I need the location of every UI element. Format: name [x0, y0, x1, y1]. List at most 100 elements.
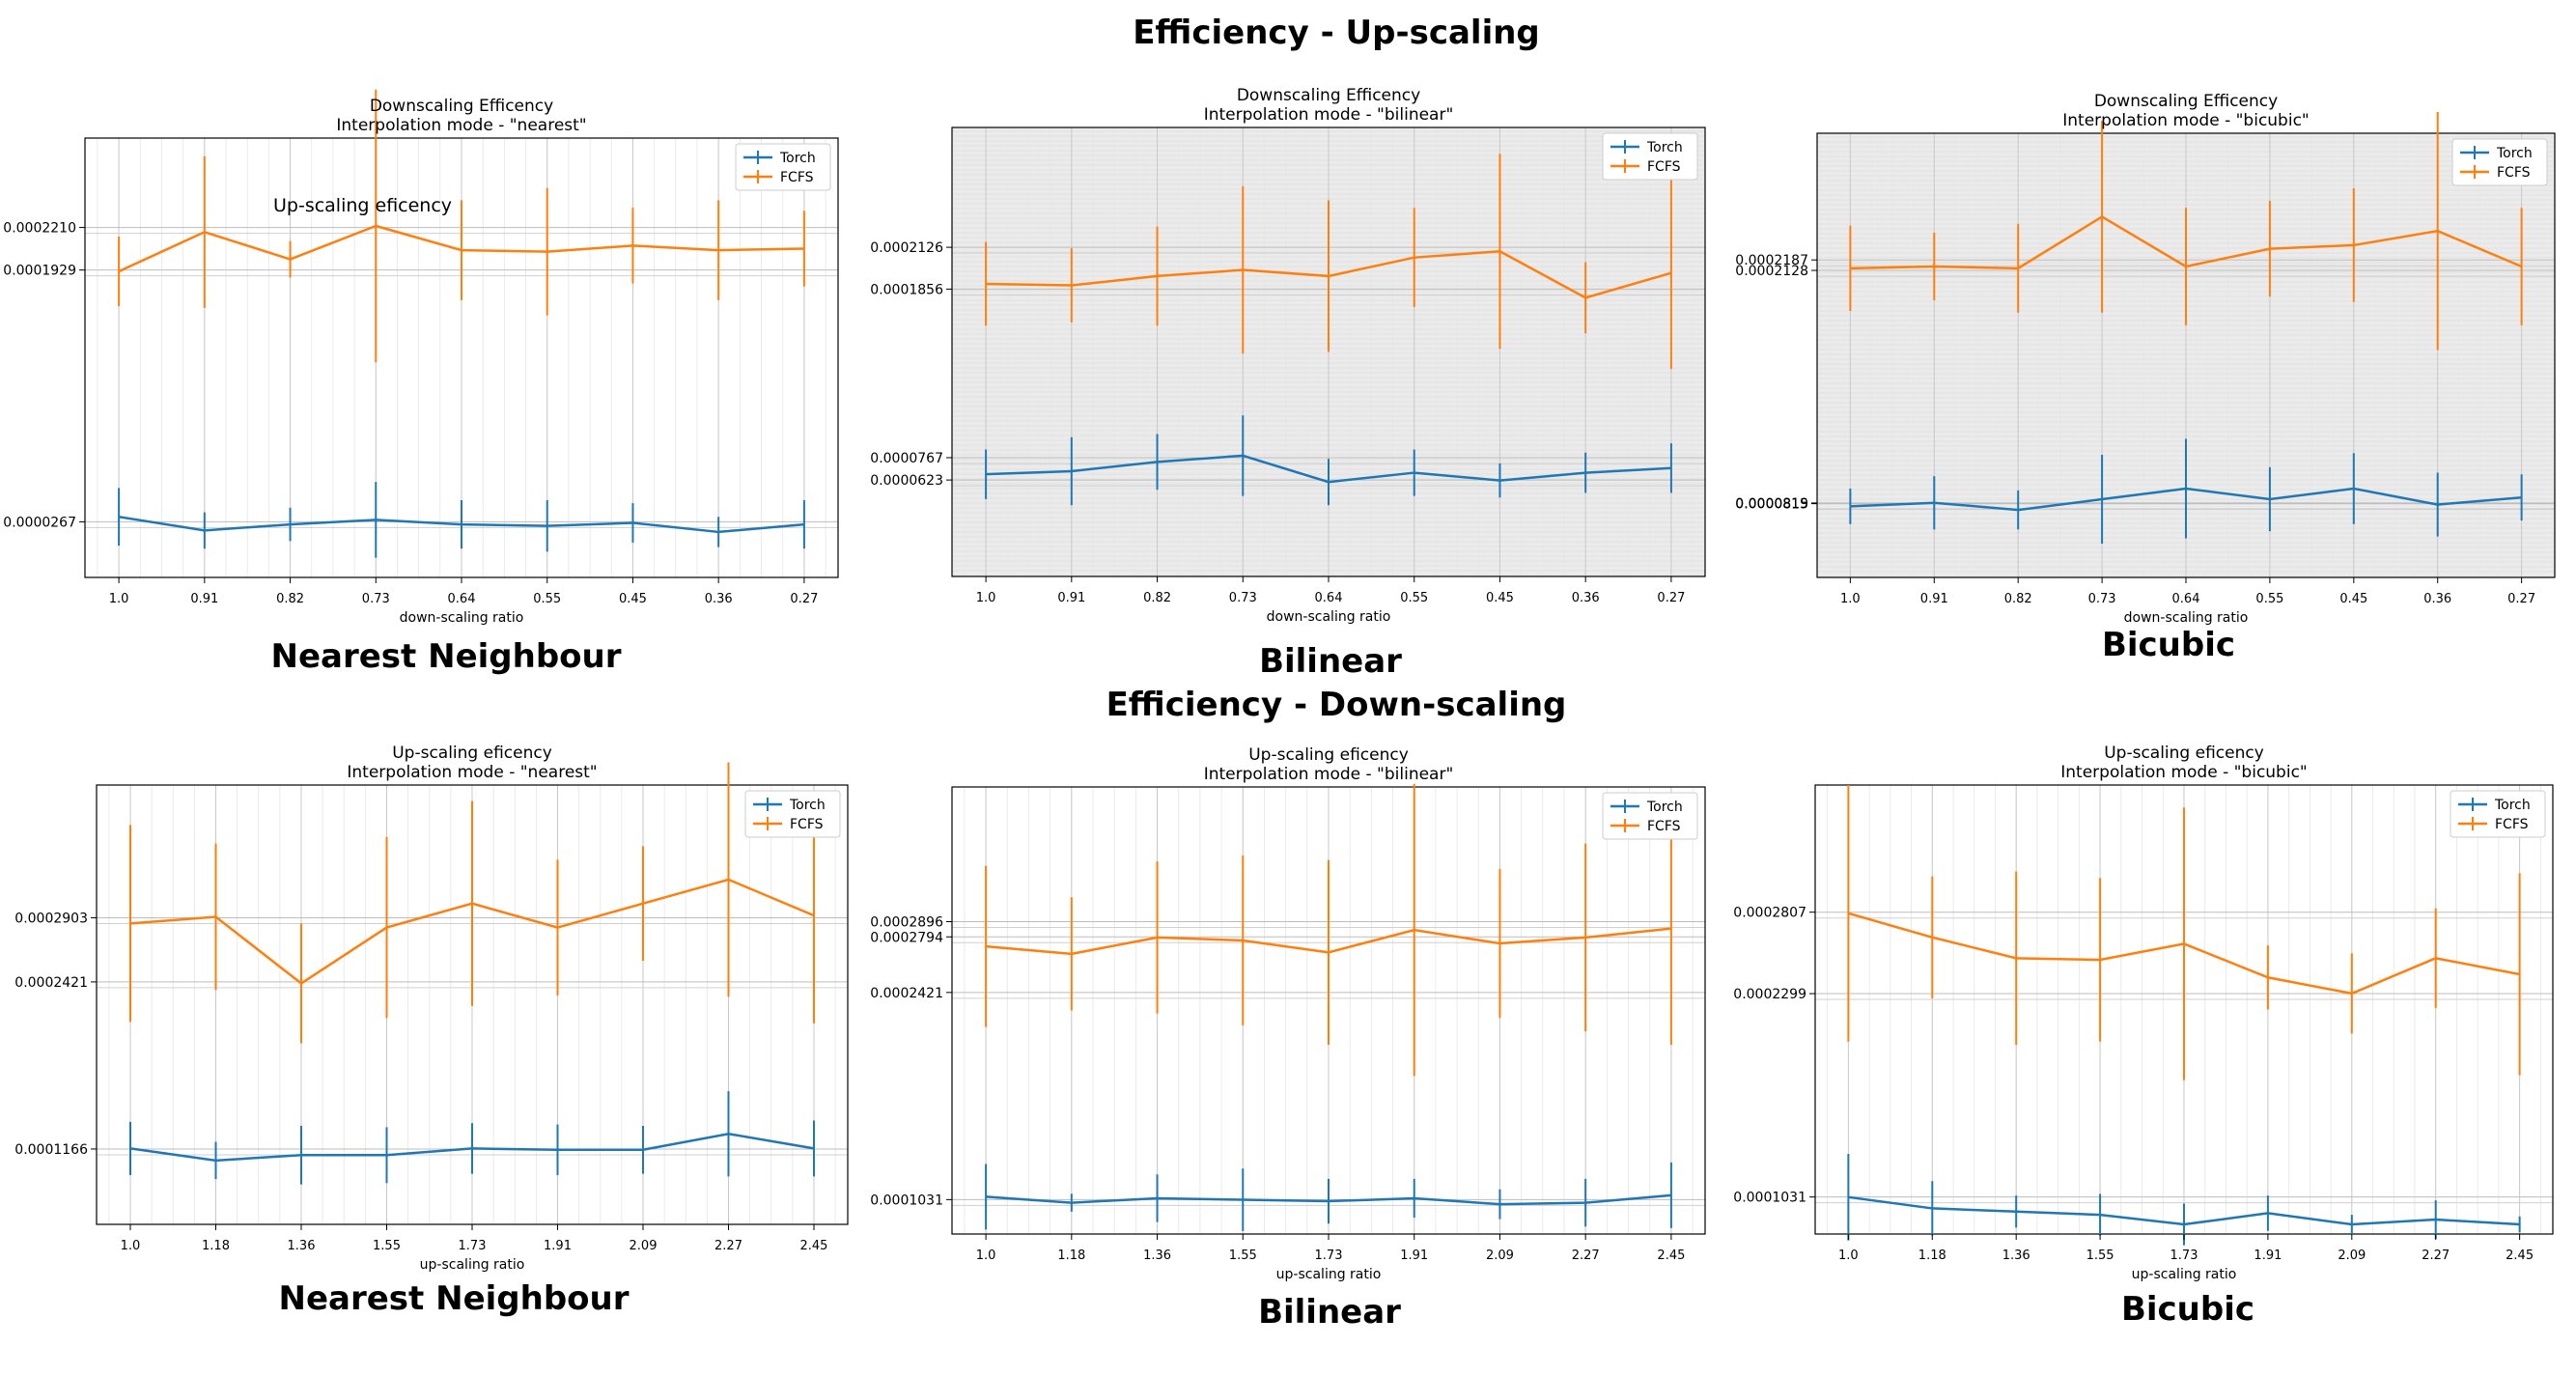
series-line-fcfs [985, 927, 1672, 956]
y-tick-label: 0.0002210 [3, 221, 76, 237]
x-tick-label: 2.09 [630, 1239, 658, 1253]
x-tick-label: 2.27 [714, 1239, 742, 1253]
legend-label: Torch [2494, 798, 2531, 813]
x-tick-label: 0.82 [276, 592, 304, 606]
x-tick-label: 0.27 [2507, 592, 2535, 606]
chart-panel-up-bilinear: 1.0 1.18 1.36 1.55 1.73 1.91 2.09 2.27 2.45 0.000… [869, 737, 1719, 1287]
section-title-down: Efficiency - Down-scaling [1106, 686, 1567, 724]
chart-panel-down-bilinear: 1.0 0.91 0.82 0.73 0.64 0.55 0.45 0.36 0.27 0.000… [869, 79, 1719, 630]
section-title-up: Efficiency - Up-scaling [1133, 14, 1540, 52]
x-tick-label: 1.0 [1838, 1249, 1859, 1263]
chart-panel-up-bicubic: 1.0 1.18 1.36 1.55 1.73 1.91 2.09 2.27 2.45 0.000… [1728, 737, 2576, 1287]
legend-label: Torch [779, 151, 816, 166]
x-tick-label: 1.18 [1057, 1249, 1085, 1263]
chart-annotation: Up-scaling eficency [273, 195, 452, 216]
x-tick-label: 0.73 [362, 592, 390, 606]
x-tick-label: 0.64 [1315, 591, 1343, 605]
chart-svg: 1.0 1.18 1.36 1.55 1.73 1.91 2.09 2.27 2.45 0.000… [14, 744, 849, 1273]
y-tick-label: 0.0001031 [870, 1193, 943, 1208]
chart-title: Up-scaling eficency [1248, 745, 1409, 765]
y-tick-label: 0.0002421 [14, 975, 88, 991]
y-tick-label: 0.0002896 [870, 915, 943, 931]
x-tick-label: 0.82 [2004, 592, 2032, 606]
series-line-torch [129, 1132, 815, 1163]
x-tick-label: 0.91 [190, 592, 218, 606]
y-tick-label: 0.0000815 [1735, 497, 1808, 513]
x-tick-label: 2.27 [1572, 1249, 1600, 1263]
x-tick-label: 1.73 [459, 1239, 487, 1253]
chart-subtitle: Interpolation mode - "bilinear" [1204, 765, 1454, 784]
x-tick-label: 0.73 [1229, 591, 1257, 605]
x-tick-label: 2.09 [2338, 1249, 2366, 1263]
y-tick-label: 0.0001929 [3, 264, 76, 279]
series-line-torch [986, 1193, 1672, 1206]
series-line-torch [1848, 1195, 2520, 1226]
x-tick-label: 0.55 [1400, 591, 1428, 605]
x-tick-label: 2.45 [2506, 1249, 2534, 1263]
chart-svg: 1.0 0.91 0.82 0.73 0.64 0.55 0.45 0.36 0.27 0.000… [1735, 92, 2556, 626]
x-tick-label: 1.0 [976, 591, 996, 605]
series-line-torch [118, 516, 805, 534]
legend-box [1602, 792, 1698, 840]
series-line-fcfs [1850, 215, 2523, 270]
x-tick-label: 0.55 [2255, 592, 2283, 606]
y-tick-label: 0.0001166 [14, 1142, 88, 1158]
x-tick-label: 0.27 [790, 592, 818, 606]
chart-title: Downscaling Efficency [370, 97, 553, 116]
x-tick-label: 0.45 [1486, 591, 1514, 605]
chart-svg: 1.0 1.18 1.36 1.55 1.73 1.91 2.09 2.27 2.45 0.000… [870, 745, 1706, 1282]
y-tick-label: 0.0001856 [870, 282, 943, 297]
chart-panel-up-nearest: 1.0 1.18 1.36 1.55 1.73 1.91 2.09 2.27 2.45 0.000… [0, 737, 859, 1277]
x-tick-label: 0.36 [2423, 592, 2451, 606]
y-tick-label: 0.0002421 [870, 986, 943, 1001]
legend-box [735, 143, 831, 191]
x-tick-label: 2.27 [2422, 1249, 2450, 1263]
series-line-torch [986, 454, 1671, 484]
legend-label: FCFS [1647, 819, 1681, 834]
y-tick-label: 0.0000767 [870, 451, 943, 466]
x-tick-label: 0.82 [1143, 591, 1171, 605]
method-label-bilinear-top: Bilinear [1259, 642, 1402, 681]
chart-subtitle: Interpolation mode - "bilinear" [1204, 105, 1454, 125]
y-tick-label: 0.0002903 [14, 911, 88, 926]
chart-subtitle: Interpolation mode - "nearest" [336, 116, 586, 135]
chart-subtitle: Interpolation mode - "bicubic" [2060, 763, 2308, 782]
x-tick-label: 1.55 [2086, 1249, 2114, 1263]
x-tick-label: 2.45 [800, 1239, 828, 1253]
series-line-fcfs [1848, 912, 2520, 996]
x-tick-label: 2.09 [1486, 1249, 1514, 1263]
x-axis-label: down-scaling ratio [2124, 610, 2249, 626]
x-tick-label: 1.0 [1840, 592, 1861, 606]
x-tick-label: 0.36 [1572, 591, 1600, 605]
y-tick-label: 0.0002187 [1735, 253, 1808, 268]
chart-title: Downscaling Efficency [1237, 86, 1420, 105]
x-tick-label: 0.73 [2088, 592, 2116, 606]
y-tick-label: 0.0002794 [870, 930, 943, 945]
series-line-torch [1850, 487, 2522, 512]
y-tick-label: 0.0000819 [1735, 496, 1808, 512]
x-tick-label: 0.45 [2339, 592, 2367, 606]
y-tick-label: 0.0002128 [1735, 264, 1808, 279]
legend-label: FCFS [790, 817, 824, 832]
x-tick-label: 1.36 [288, 1239, 316, 1253]
x-axis-label: up-scaling ratio [420, 1257, 525, 1273]
legend-label: Torch [1646, 800, 1683, 815]
legend-box [1602, 132, 1698, 181]
x-axis-label: up-scaling ratio [2132, 1267, 2237, 1282]
method-label-bicubic-top: Bicubic [2101, 626, 2236, 664]
chart-panel-down-bicubic: 1.0 0.91 0.82 0.73 0.64 0.55 0.45 0.36 0.27 0.000… [1728, 85, 2576, 626]
legend-label: FCFS [780, 170, 814, 185]
series-line-fcfs [129, 878, 815, 985]
chart-title: Up-scaling eficency [392, 744, 552, 763]
x-tick-label: 0.36 [705, 592, 733, 606]
x-tick-label: 1.73 [1315, 1249, 1343, 1263]
method-label-bilinear-bottom: Bilinear [1258, 1293, 1401, 1332]
y-tick-label: 0.0002299 [1733, 987, 1806, 1002]
x-tick-label: 0.45 [619, 592, 647, 606]
chart-svg: 1.0 0.91 0.82 0.73 0.64 0.55 0.45 0.36 0.27 0.000… [3, 89, 839, 626]
method-label-nearest-top: Nearest Neighbour [270, 637, 622, 676]
x-tick-label: 1.36 [1143, 1249, 1171, 1263]
chart-svg: 1.0 1.18 1.36 1.55 1.73 1.91 2.09 2.27 2.45 0.000… [1733, 744, 2554, 1282]
legend-box [744, 790, 841, 838]
x-tick-label: 0.55 [533, 592, 561, 606]
